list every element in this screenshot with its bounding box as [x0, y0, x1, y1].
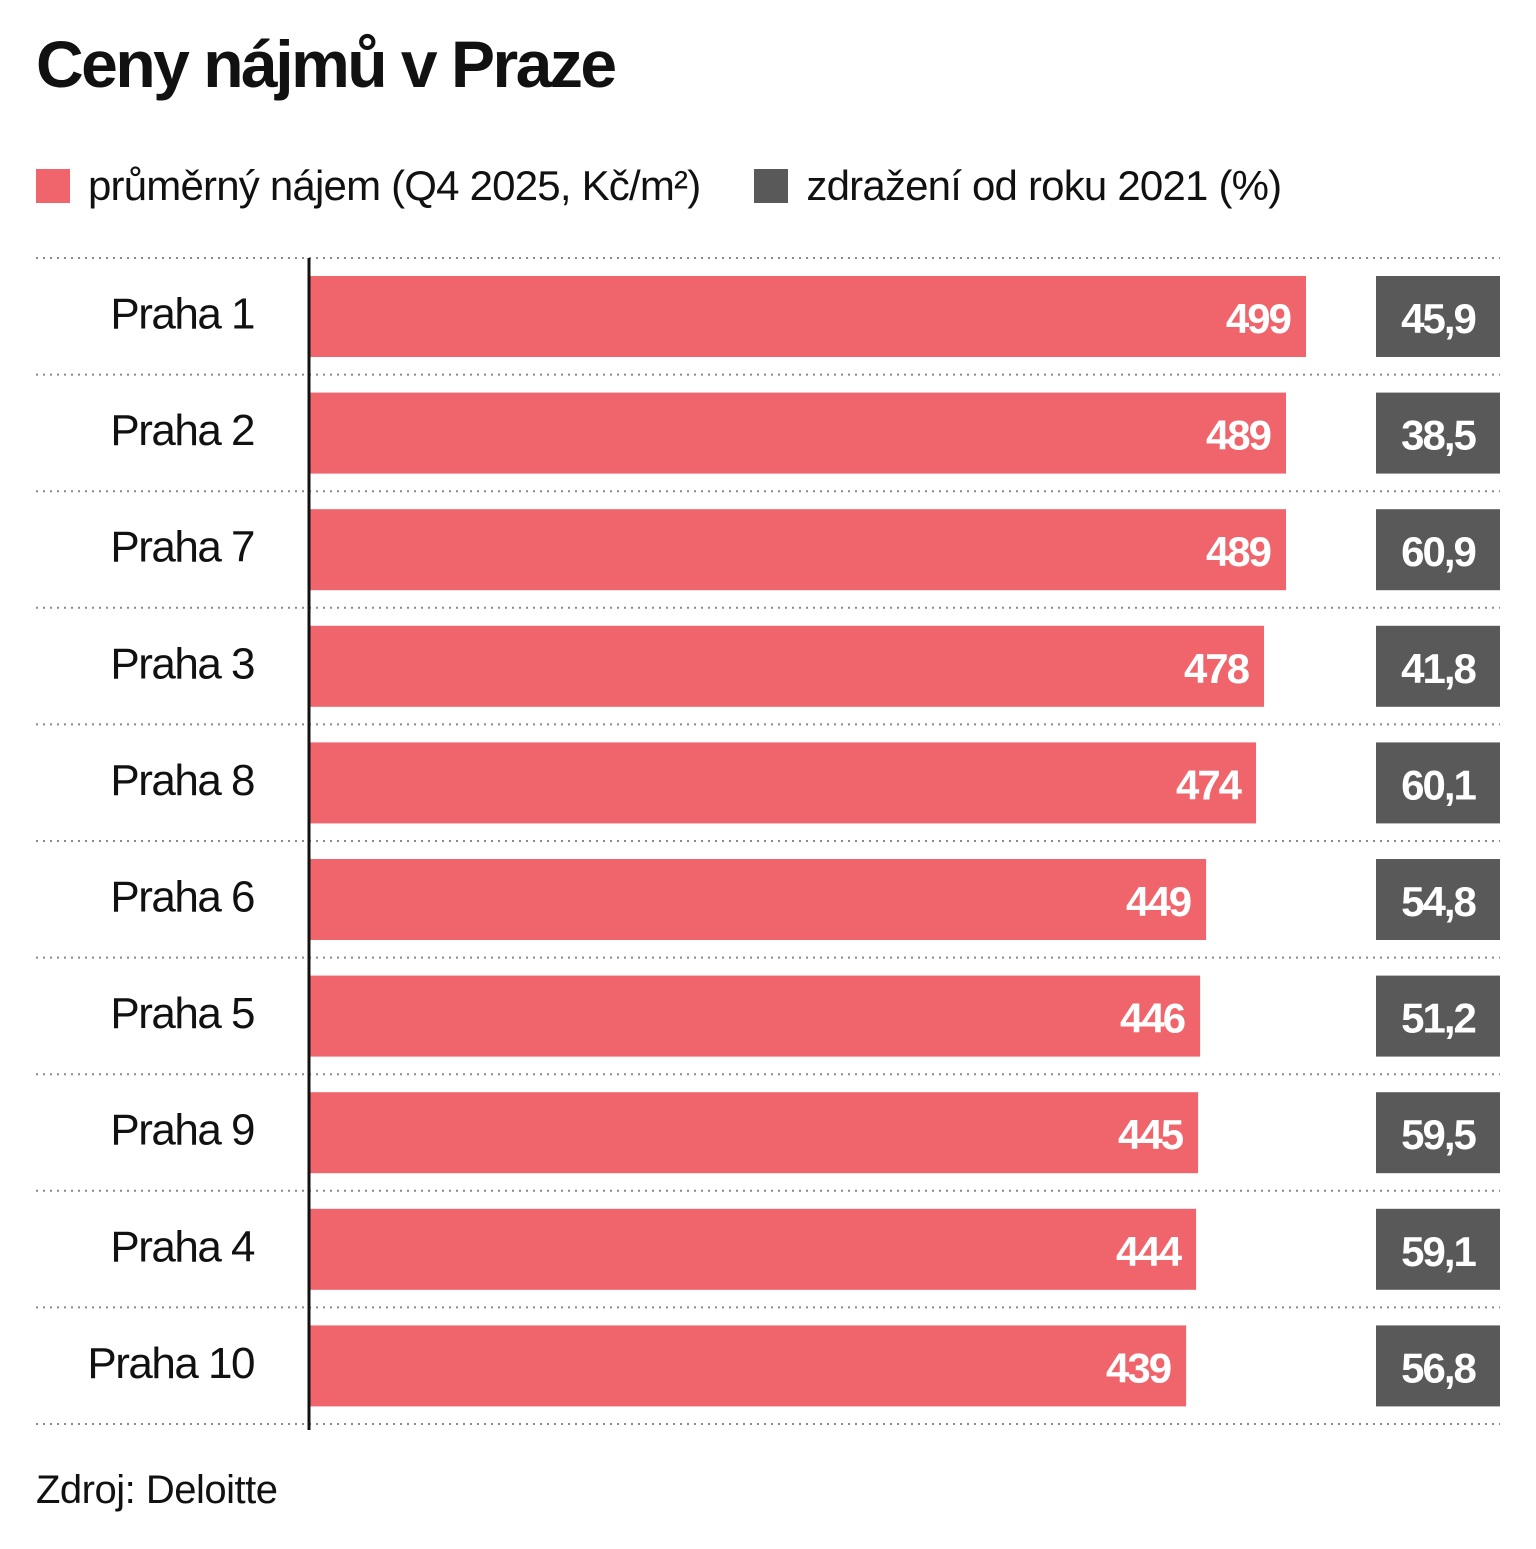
- data-label-rent: 478: [1184, 645, 1250, 692]
- legend-item-rent: průměrný nájem (Q4 2025, Kč/m²): [36, 162, 701, 210]
- legend-label-rent: průměrný nájem (Q4 2025, Kč/m²): [88, 162, 701, 209]
- legend-item-increase: zdražení od roku 2021 (%): [754, 162, 1282, 210]
- data-label-increase: 41,8: [1401, 645, 1476, 692]
- bar-increase: [1376, 742, 1500, 824]
- bar-rent: [309, 1325, 1187, 1407]
- category-label: Praha 6: [110, 873, 254, 922]
- data-label-rent: 489: [1206, 412, 1271, 459]
- data-label-rent: 446: [1120, 995, 1185, 1042]
- bar-increase: [1376, 1325, 1500, 1407]
- data-label-increase: 60,9: [1401, 528, 1475, 575]
- category-label: Praha 3: [110, 639, 254, 688]
- data-label-increase: 45,9: [1401, 295, 1475, 342]
- data-label-rent: 489: [1206, 528, 1271, 575]
- legend-swatch-rent: [36, 169, 70, 203]
- data-label-increase: 59,1: [1401, 1228, 1476, 1275]
- data-label-increase: 56,8: [1401, 1344, 1476, 1391]
- data-label-rent: 439: [1106, 1344, 1171, 1391]
- bar-increase: [1376, 1208, 1500, 1290]
- category-label: Praha 1: [110, 290, 254, 339]
- bar-rent: [309, 1092, 1199, 1174]
- chart-title: Ceny nájmů v Praze: [36, 27, 617, 101]
- bar-rent: [309, 1208, 1197, 1290]
- data-label-rent: 449: [1126, 878, 1191, 925]
- chart-legend: průměrný nájem (Q4 2025, Kč/m²) zdražení…: [36, 158, 1335, 214]
- data-label-increase: 38,5: [1401, 412, 1476, 459]
- category-label: Praha 2: [110, 406, 254, 455]
- legend-label-increase: zdražení od roku 2021 (%): [806, 162, 1282, 209]
- data-label-increase: 59,5: [1401, 1111, 1476, 1158]
- bar-increase: [1376, 392, 1500, 474]
- category-label: Praha 4: [110, 1222, 255, 1271]
- bar-increase: [1376, 859, 1500, 940]
- data-label-rent: 444: [1116, 1228, 1183, 1275]
- bar-rent: [309, 742, 1257, 824]
- category-label: Praha 10: [87, 1339, 254, 1388]
- category-label: Praha 7: [110, 523, 254, 572]
- bar-increase: [1376, 625, 1500, 707]
- data-label-increase: 54,8: [1401, 878, 1476, 925]
- data-label-increase: 51,2: [1401, 995, 1475, 1042]
- source-note: Zdroj: Deloitte: [36, 1468, 278, 1512]
- category-label: Praha 5: [110, 989, 254, 1038]
- bar-rent: [309, 392, 1287, 474]
- legend-swatch-increase: [754, 169, 789, 203]
- bar-rent: [309, 859, 1207, 940]
- data-label-increase: 60,1: [1401, 761, 1476, 808]
- category-label: Praha 8: [110, 756, 254, 805]
- bar-increase: [1376, 509, 1500, 591]
- bar-increase: [1376, 1092, 1500, 1174]
- bar-rent: [309, 276, 1306, 357]
- data-label-rent: 474: [1176, 761, 1243, 808]
- data-label-rent: 445: [1118, 1111, 1184, 1158]
- bar-increase: [1376, 975, 1500, 1057]
- bar-increase: [1376, 276, 1500, 357]
- bar-rent: [309, 509, 1287, 591]
- category-label: Praha 9: [110, 1106, 254, 1155]
- bar-rent: [309, 975, 1201, 1057]
- bar-rent: [309, 625, 1265, 707]
- data-label-rent: 499: [1226, 295, 1291, 342]
